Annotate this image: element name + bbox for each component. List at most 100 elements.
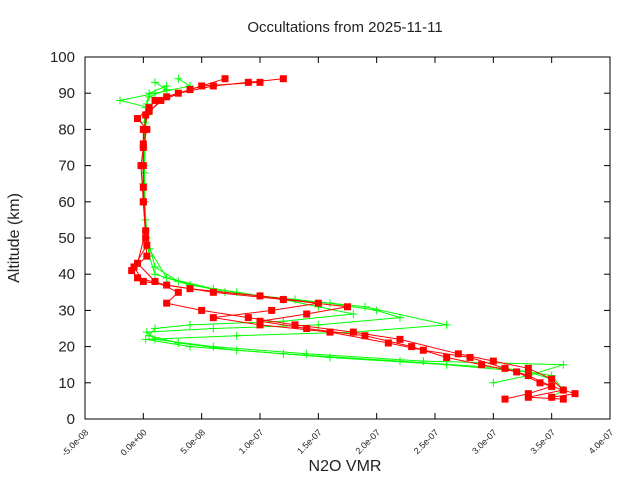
data-point-square [396, 335, 404, 343]
data-point-square [134, 115, 141, 123]
data-point-square [548, 375, 556, 383]
data-point-square [501, 364, 509, 372]
data-point-plus [419, 357, 428, 366]
y-tick-label: 0 [67, 411, 75, 428]
data-point-square [291, 321, 299, 329]
data-point-square [145, 104, 153, 112]
data-point-square [143, 252, 151, 260]
data-point-square [139, 277, 147, 285]
y-tick-label: 40 [58, 266, 75, 283]
series-line [136, 78, 565, 400]
data-point-plus [145, 89, 154, 98]
data-point-plus [186, 342, 194, 351]
y-tick-label: 20 [58, 339, 75, 356]
data-point-square [489, 357, 497, 365]
data-point-square [559, 386, 567, 394]
data-point-plus [349, 310, 358, 319]
data-point-plus [141, 335, 150, 344]
data-point-plus [151, 78, 159, 87]
x-tick-label: 4.0e-07 [587, 427, 616, 456]
data-point-plus [302, 349, 311, 358]
y-tick-label: 30 [58, 302, 75, 319]
data-point-square [256, 292, 264, 300]
data-point-plus [209, 342, 218, 351]
x-tick-label: 3.5e-07 [528, 427, 557, 456]
data-point-square [256, 321, 264, 329]
data-point-square [303, 310, 311, 318]
data-point-square [209, 288, 217, 296]
data-point-square [536, 379, 544, 387]
data-point-square [157, 96, 165, 104]
series-line [142, 81, 564, 384]
data-point-square [268, 306, 276, 314]
data-point-square [524, 393, 532, 401]
data-point-square [139, 183, 147, 191]
x-axis-label: N2O VMR [309, 458, 382, 475]
data-point-square [466, 353, 474, 361]
data-point-square [548, 382, 556, 390]
data-point-square [151, 96, 159, 104]
data-point-plus [151, 270, 159, 279]
x-tick-label: 1.5e-07 [295, 427, 324, 456]
x-tick-label: 3.0e-07 [470, 427, 499, 456]
data-point-square [142, 111, 150, 119]
data-point-square [408, 343, 416, 351]
data-point-square [349, 328, 357, 336]
data-point-square [454, 350, 462, 358]
data-point-plus [442, 320, 451, 329]
data-point-plus [162, 273, 171, 282]
chart-title: Occultations from 2025-11-11 [247, 19, 442, 36]
data-point-square [163, 299, 171, 307]
y-axis-label: Altitude (km) [6, 193, 23, 283]
data-point-plus [232, 331, 241, 340]
series-line [144, 85, 565, 398]
data-point-plus [279, 317, 288, 326]
y-tick-label: 100 [50, 49, 75, 66]
data-point-square [256, 78, 264, 86]
data-point-square [559, 395, 567, 403]
data-point-square [209, 82, 217, 90]
series-line [131, 78, 576, 398]
data-point-plus [186, 320, 194, 329]
data-point-square [478, 361, 486, 369]
data-point-square [443, 353, 451, 361]
data-point-square [163, 93, 171, 101]
data-point-square [384, 339, 392, 347]
data-point-plus [174, 74, 183, 83]
data-point-square [314, 299, 322, 307]
y-tick-label: 70 [58, 158, 75, 175]
data-point-square [139, 198, 147, 206]
data-point-plus [559, 360, 568, 369]
x-tick-label: 1.0e-07 [237, 427, 266, 456]
data-point-square [524, 390, 532, 398]
data-point-plus [361, 302, 369, 311]
data-point-square [548, 393, 556, 401]
data-point-square [139, 125, 147, 133]
x-tick-label: 2.5e-07 [412, 427, 441, 456]
data-point-square [279, 296, 287, 304]
data-point-square [128, 267, 136, 275]
y-tick-label: 80 [58, 121, 75, 138]
data-point-plus [279, 349, 288, 358]
y-tick-label: 60 [58, 194, 75, 211]
data-point-square [198, 306, 206, 314]
y-tick-label: 90 [58, 85, 75, 102]
data-point-square [524, 372, 532, 380]
data-point-square [524, 364, 532, 372]
x-tick-label: 2.0e-07 [353, 427, 382, 456]
data-point-square [326, 328, 334, 336]
data-point-plus [116, 96, 124, 105]
data-point-square [279, 75, 287, 83]
data-point-square [571, 390, 579, 398]
data-point-square [143, 241, 151, 249]
series-4 [130, 78, 556, 403]
series-3 [128, 75, 579, 401]
y-tick-label: 50 [58, 230, 75, 247]
x-tick-label: -5.0e-08 [60, 427, 91, 458]
data-point-plus [174, 277, 183, 286]
data-point-square [151, 277, 159, 285]
data-point-square [134, 274, 141, 282]
data-point-square [134, 259, 141, 267]
data-point-square [174, 288, 182, 296]
